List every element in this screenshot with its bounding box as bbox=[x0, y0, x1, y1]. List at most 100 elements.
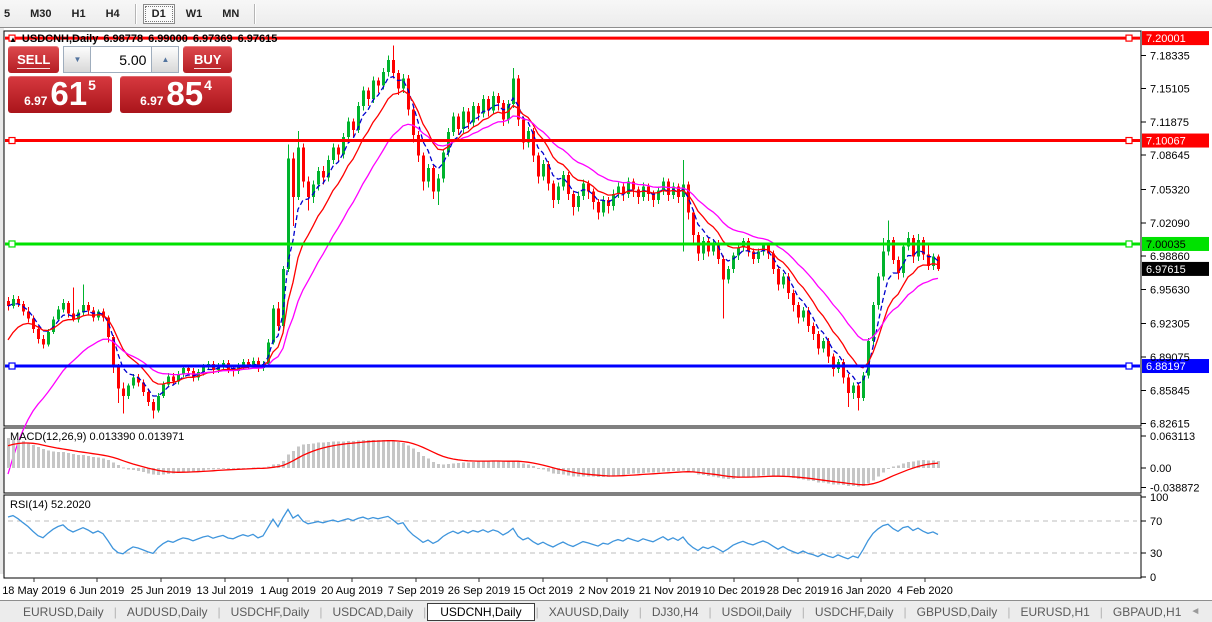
svg-text:6.92305: 6.92305 bbox=[1150, 319, 1190, 331]
tab-separator: | bbox=[639, 605, 642, 619]
price-line-badge-7.00035: 7.00035 bbox=[1142, 237, 1209, 251]
chart-tab-usdchf-daily[interactable]: USDCHF,Daily bbox=[222, 603, 319, 621]
svg-text:7.15105: 7.15105 bbox=[1150, 84, 1190, 96]
svg-text:0.063113: 0.063113 bbox=[1150, 431, 1195, 443]
volume-decrease-button[interactable]: ▼ bbox=[63, 46, 91, 73]
svg-text:26 Sep 2019: 26 Sep 2019 bbox=[448, 585, 510, 597]
chart-title: ▲ USDCNH,Daily 6.98778 6.99000 6.97369 6… bbox=[9, 33, 282, 45]
timeframe-button-m30[interactable]: M30 bbox=[21, 4, 60, 24]
svg-text:4 Feb 2020: 4 Feb 2020 bbox=[897, 585, 953, 597]
sell-price-pip: 5 bbox=[88, 77, 96, 93]
svg-text:18 May 2019: 18 May 2019 bbox=[2, 585, 66, 597]
svg-text:7 Sep 2019: 7 Sep 2019 bbox=[388, 585, 444, 597]
svg-text:6 Jun 2019: 6 Jun 2019 bbox=[70, 585, 124, 597]
svg-text:20 Aug 2019: 20 Aug 2019 bbox=[321, 585, 383, 597]
svg-text:0.00: 0.00 bbox=[1150, 463, 1171, 475]
one-click-trading-panel: SELL ▼ ▲ BUY 6.97 61 5 6.97 85 4 bbox=[8, 46, 232, 113]
chart-tab-usdoil-daily[interactable]: USDOil,Daily bbox=[713, 603, 801, 621]
chart-area[interactable]: 7.200017.100677.000356.881977.183357.151… bbox=[0, 27, 1212, 601]
chart-tab-usdcad-daily[interactable]: USDCAD,Daily bbox=[323, 603, 422, 621]
chart-canvas[interactable]: 7.200017.100677.000356.881977.183357.151… bbox=[0, 28, 1212, 601]
toolbar-separator bbox=[254, 4, 256, 24]
svg-text:28 Dec 2019: 28 Dec 2019 bbox=[767, 585, 829, 597]
buy-price-main: 85 bbox=[166, 76, 203, 112]
chart-tab-xauusd-daily[interactable]: XAUUSD,Daily bbox=[540, 603, 638, 621]
sell-price-main: 61 bbox=[50, 76, 87, 112]
rsi-axis: 100 70 30 0 bbox=[1141, 492, 1168, 584]
tab-separator: | bbox=[319, 605, 322, 619]
svg-text:6.85845: 6.85845 bbox=[1150, 385, 1190, 397]
svg-text:16 Jan 2020: 16 Jan 2020 bbox=[831, 585, 892, 597]
one-click-panel-toggle-icon[interactable]: ▲ bbox=[9, 35, 17, 44]
svg-text:100: 100 bbox=[1150, 492, 1168, 504]
svg-text:6.95630: 6.95630 bbox=[1150, 284, 1190, 296]
chart-tab-gbpaud-h1[interactable]: GBPAUD,H1 bbox=[1104, 603, 1190, 621]
svg-text:6.98860: 6.98860 bbox=[1150, 251, 1190, 263]
macd-label: MACD(12,26,9) 0.013390 0.013971 bbox=[10, 431, 184, 443]
svg-text:7.10067: 7.10067 bbox=[1146, 136, 1186, 148]
tab-separator: | bbox=[114, 605, 117, 619]
rsi-label: RSI(14) 52.2020 bbox=[10, 499, 91, 511]
sell-price-prefix: 6.97 bbox=[24, 94, 47, 108]
sell-button[interactable]: SELL bbox=[8, 46, 59, 73]
timeframe-button-d1[interactable]: D1 bbox=[143, 4, 175, 24]
chart-tab-eurusd-h1[interactable]: EURUSD,H1 bbox=[1011, 603, 1098, 621]
svg-text:7.02090: 7.02090 bbox=[1150, 218, 1190, 230]
timeframe-toolbar: 5M30H1H4 D1W1MN bbox=[0, 0, 1212, 27]
chart-tab-audusd-daily[interactable]: AUDUSD,Daily bbox=[118, 603, 217, 621]
toolbar-separator bbox=[135, 4, 137, 24]
chart-tab-dj30-h4[interactable]: DJ30,H4 bbox=[643, 603, 708, 621]
svg-text:7.11875: 7.11875 bbox=[1150, 117, 1189, 129]
chart-tab-usdcnh-daily[interactable]: USDCNH,Daily bbox=[427, 603, 534, 621]
timeframe-button-h1[interactable]: H1 bbox=[63, 4, 95, 24]
sell-price-box[interactable]: 6.97 61 5 bbox=[8, 76, 112, 113]
volume-spinner: ▼ ▲ bbox=[63, 46, 179, 73]
price-line-badge-7.20001: 7.20001 bbox=[1142, 31, 1209, 45]
svg-text:15 Oct 2019: 15 Oct 2019 bbox=[513, 585, 573, 597]
buy-button[interactable]: BUY bbox=[183, 46, 232, 73]
ohlc-low: 6.97369 bbox=[193, 33, 233, 45]
svg-text:7.18335: 7.18335 bbox=[1150, 50, 1190, 62]
tab-scroll-left-icon[interactable]: ◄ bbox=[1190, 606, 1200, 617]
ohlc-close: 6.97615 bbox=[238, 33, 278, 45]
svg-text:21 Nov 2019: 21 Nov 2019 bbox=[639, 585, 701, 597]
macd-axis: 0.0631130.00-0.038872 bbox=[1141, 431, 1200, 495]
tab-separator: | bbox=[218, 605, 221, 619]
tab-separator: | bbox=[1007, 605, 1010, 619]
timeframe-button-w1[interactable]: W1 bbox=[177, 4, 212, 24]
buy-price-prefix: 6.97 bbox=[140, 94, 163, 108]
chart-symbol-period: USDCNH,Daily bbox=[22, 33, 98, 45]
chart-tab-gbpusd-daily[interactable]: GBPUSD,Daily bbox=[908, 603, 1007, 621]
tab-separator: | bbox=[1100, 605, 1103, 619]
ohlc-open: 6.98778 bbox=[103, 33, 143, 45]
chart-tab-eurusd-daily[interactable]: EURUSD,Daily bbox=[14, 603, 113, 621]
svg-text:30: 30 bbox=[1150, 548, 1162, 560]
tab-separator: | bbox=[536, 605, 539, 619]
date-axis: 18 May 2019 6 Jun 2019 25 Jun 2019 13 Jul 2… bbox=[2, 578, 953, 597]
timeframe-button-5[interactable]: 5 bbox=[1, 4, 19, 24]
svg-text:25 Jun 2019: 25 Jun 2019 bbox=[131, 585, 192, 597]
panel-frames bbox=[4, 31, 1141, 578]
timeframe-button-mn[interactable]: MN bbox=[213, 4, 248, 24]
tab-separator: | bbox=[802, 605, 805, 619]
tab-separator: | bbox=[904, 605, 907, 619]
volume-increase-button[interactable]: ▲ bbox=[151, 46, 179, 73]
current-price-badge: 6.97615 bbox=[1142, 262, 1209, 276]
volume-input[interactable] bbox=[91, 46, 151, 73]
chart-tab-usdchf-daily[interactable]: USDCHF,Daily bbox=[806, 603, 903, 621]
svg-text:7.20001: 7.20001 bbox=[1146, 33, 1186, 45]
buy-price-box[interactable]: 6.97 85 4 bbox=[120, 76, 232, 113]
svg-text:6.97615: 6.97615 bbox=[1146, 264, 1186, 276]
svg-text:6.82615: 6.82615 bbox=[1150, 419, 1190, 431]
trading-terminal-window: 5M30H1H4D1W1MN 7.200017.100677.000356.88… bbox=[0, 0, 1212, 622]
svg-text:0: 0 bbox=[1150, 572, 1156, 584]
buy-price-pip: 4 bbox=[204, 77, 212, 93]
svg-text:7.00035: 7.00035 bbox=[1146, 239, 1186, 251]
svg-text:70: 70 bbox=[1150, 516, 1162, 528]
svg-text:13 Jul 2019: 13 Jul 2019 bbox=[197, 585, 254, 597]
svg-text:10 Dec 2019: 10 Dec 2019 bbox=[703, 585, 765, 597]
svg-text:1 Aug 2019: 1 Aug 2019 bbox=[260, 585, 316, 597]
svg-text:7.05320: 7.05320 bbox=[1150, 184, 1190, 196]
timeframe-button-h4[interactable]: H4 bbox=[97, 4, 129, 24]
svg-text:7.08645: 7.08645 bbox=[1150, 150, 1190, 162]
